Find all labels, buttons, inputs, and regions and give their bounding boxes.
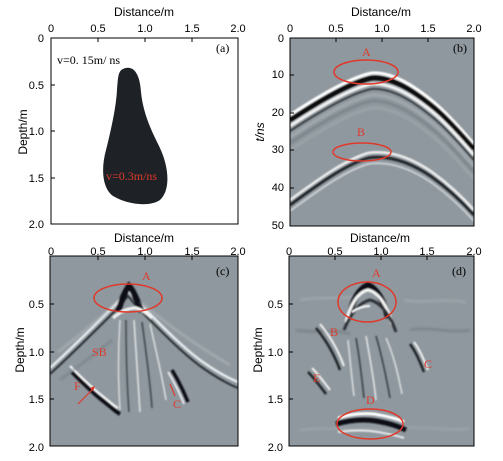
panel-d-xaxis-title: Distance/m bbox=[350, 231, 410, 245]
panel-d-xtick: 2.0 bbox=[466, 246, 481, 258]
panel-b-wavefield bbox=[290, 71, 474, 222]
panel-a-ticks bbox=[51, 38, 193, 179]
panel-c-xtick: 2.0 bbox=[230, 246, 245, 258]
panel-b-xaxis-title: Distance/m bbox=[351, 5, 411, 19]
panel-b-ytick: 50 bbox=[272, 220, 284, 232]
panel-a-xtick: 0 bbox=[48, 23, 54, 35]
annotation-f-arrow bbox=[77, 387, 95, 405]
panel-a-yaxis-title: Depth/m bbox=[16, 109, 30, 154]
object-velocity-label: v=0.3m/ns bbox=[106, 169, 157, 183]
object-shape bbox=[103, 67, 168, 205]
annotation-sb: SB bbox=[92, 345, 107, 359]
panel-c-xtick: 0.5 bbox=[90, 246, 105, 258]
annotation-e: E bbox=[313, 371, 320, 385]
panel-c-image bbox=[50, 281, 238, 416]
panel-a: Distance/m 0 0.5 1.0 1.5 2.0 Depth/m 0 0… bbox=[16, 5, 246, 231]
annotation-f: F bbox=[74, 379, 81, 393]
panel-d-xtick: 1.5 bbox=[419, 246, 434, 258]
panel-c-ytick: 2.0 bbox=[29, 442, 44, 454]
panel-d: Distance/m 0 0.5 1.0 1.5 2.0 Depth/m 0.5… bbox=[251, 231, 482, 454]
panel-c-xtick: 1.0 bbox=[137, 246, 152, 258]
panel-d-ytick: 1.5 bbox=[268, 394, 283, 406]
panel-b-ytick: 10 bbox=[272, 69, 284, 81]
panel-c-xtick: 0 bbox=[48, 246, 54, 258]
panel-a-ytick: 2.0 bbox=[29, 219, 44, 231]
panel-a-xtick: 1.5 bbox=[184, 23, 199, 35]
panel-c-background bbox=[50, 256, 238, 446]
panel-a-ytick: 0 bbox=[38, 33, 44, 45]
panel-a-ytick: 1.0 bbox=[29, 126, 44, 138]
panel-c-ytick: 1.5 bbox=[29, 394, 44, 406]
panel-c-label: (c) bbox=[216, 264, 229, 278]
annotation-d: D bbox=[366, 393, 375, 407]
panel-c-yaxis-title: Depth/m bbox=[13, 327, 27, 372]
panel-c-frame bbox=[49, 255, 239, 447]
panel-d-ytick: 0.5 bbox=[268, 299, 283, 311]
panel-b-ticks bbox=[290, 38, 429, 189]
annotation-a: A bbox=[372, 266, 381, 280]
annotation-b: B bbox=[330, 325, 338, 339]
panel-d-xtick: 0 bbox=[286, 246, 292, 258]
panel-a-ytick: 1.5 bbox=[29, 173, 44, 185]
panel-d-ytick: 2.0 bbox=[268, 442, 283, 454]
annotation-ellipse-a bbox=[337, 281, 397, 323]
background-velocity-label: v=0. 15m/ ns bbox=[57, 53, 120, 67]
panel-b-xtick: 2.0 bbox=[466, 23, 481, 35]
panel-d-label: (d) bbox=[452, 264, 466, 278]
annotation-a: A bbox=[362, 45, 371, 59]
annotation-b: B bbox=[357, 125, 365, 139]
panel-a-xtick: 2.0 bbox=[230, 23, 245, 35]
panel-a-label: (a) bbox=[216, 41, 229, 55]
panel-b-xtick: 0.5 bbox=[328, 23, 343, 35]
annotation-a: A bbox=[142, 269, 151, 283]
panel-d-ytick: 1.0 bbox=[268, 347, 283, 359]
panel-c-ytick: 0.5 bbox=[29, 299, 44, 311]
panel-d-ticks bbox=[289, 256, 428, 400]
panel-b-ytick: 30 bbox=[272, 144, 284, 156]
panel-b-xtick: 1.0 bbox=[374, 23, 389, 35]
panel-c-ytick: 1.0 bbox=[29, 347, 44, 359]
panel-b-xtick: 0 bbox=[287, 23, 293, 35]
panel-c: Distance/m 0 0.5 1.0 1.5 2.0 Depth/m 0.5… bbox=[13, 231, 246, 454]
panel-c-xtick: 1.5 bbox=[184, 246, 199, 258]
panel-d-xtick: 1.0 bbox=[373, 246, 388, 258]
panel-b-yaxis-title: t/ns bbox=[253, 122, 267, 141]
annotation-ellipse-d bbox=[336, 408, 404, 440]
panel-b-ytick: 0 bbox=[278, 33, 284, 45]
annotation-c: C bbox=[424, 357, 432, 371]
panel-a-ytick: 0.5 bbox=[29, 80, 44, 92]
annotation-ellipse-a bbox=[333, 59, 399, 85]
panel-b-xtick: 1.5 bbox=[420, 23, 435, 35]
panel-d-xtick: 0.5 bbox=[327, 246, 342, 258]
panel-d-image bbox=[295, 281, 471, 439]
annotation-ellipse-a bbox=[93, 283, 163, 313]
annotation-c-arrow bbox=[169, 383, 176, 397]
annotation-f-arrowhead bbox=[90, 386, 95, 391]
panel-c-xaxis-title: Distance/m bbox=[114, 231, 174, 245]
panel-a-xtick: 1.0 bbox=[137, 23, 152, 35]
panel-b-ytick: 20 bbox=[272, 107, 284, 119]
panel-b-ytick: 40 bbox=[272, 182, 284, 194]
panel-c-ticks bbox=[50, 256, 193, 400]
annotation-c: C bbox=[173, 397, 181, 411]
panel-a-xaxis-title: Distance/m bbox=[114, 5, 174, 19]
panel-a-xtick: 0.5 bbox=[90, 23, 105, 35]
panel-b: Distance/m 0 0.5 1.0 1.5 2.0 t/ns 0 10 2… bbox=[253, 5, 482, 232]
panel-b-label: (b) bbox=[453, 41, 467, 55]
annotation-ellipse-b bbox=[332, 142, 392, 162]
panel-d-yaxis-title: Depth/m bbox=[251, 327, 265, 372]
